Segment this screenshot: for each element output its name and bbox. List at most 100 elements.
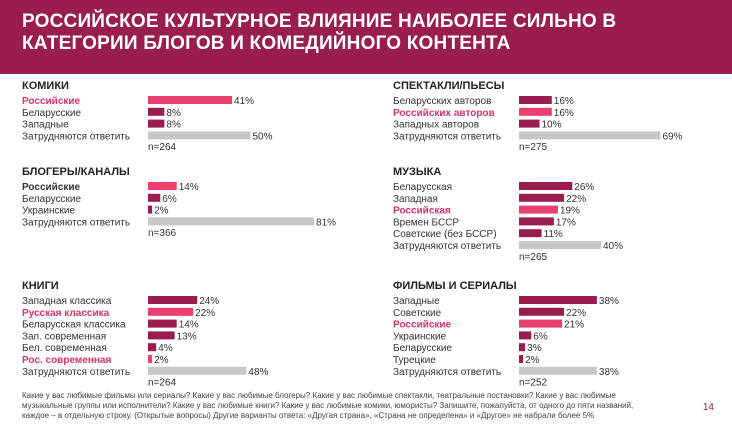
chart-panel-comedians: КОМИКИ Российские 41% Беларусские 8% Западные… bbox=[22, 80, 352, 200]
category-label: Западные bbox=[22, 120, 69, 131]
category-label: Времен БССР bbox=[393, 217, 459, 228]
value-label: 11% bbox=[544, 229, 563, 240]
category-label: Западная bbox=[393, 194, 438, 205]
value-label: 26% bbox=[574, 182, 594, 193]
bar bbox=[148, 355, 153, 363]
category-label: Затрудняются ответить bbox=[393, 131, 501, 142]
bar bbox=[519, 107, 552, 116]
category-label: Затрудняются ответить bbox=[22, 217, 130, 228]
value-label: 81% bbox=[316, 217, 336, 228]
category-label: Российских авторов bbox=[393, 108, 495, 119]
footnote: Какие у вас любимые фильмы или сериалы? … bbox=[22, 391, 634, 420]
bar bbox=[519, 229, 542, 238]
bar bbox=[148, 319, 177, 328]
sample-size-label: n=265 bbox=[519, 252, 548, 263]
panel-title: КОМИКИ bbox=[22, 80, 69, 92]
value-label: 2% bbox=[154, 206, 169, 217]
value-label: 19% bbox=[560, 206, 580, 217]
category-label: Зап. современная bbox=[22, 331, 106, 342]
chart-svg-plays: СПЕКТАКЛИ/ПЬЕСЫ Беларусских авторов 16% Рос… bbox=[393, 80, 683, 153]
chart-svg-books: КНИГИ Западная классика 24% Русская классик… bbox=[22, 280, 269, 389]
chart-panel-books: КНИГИ Западная классика 24% Русская классик… bbox=[22, 280, 352, 400]
category-label: Затрудняются ответить bbox=[393, 367, 501, 378]
value-label: 16% bbox=[554, 108, 574, 119]
panel-title: МУЗЫКА bbox=[393, 166, 441, 178]
bar bbox=[519, 131, 661, 140]
value-label: 16% bbox=[554, 96, 574, 107]
bar bbox=[148, 366, 247, 375]
chart-panel-bloggers: БЛОГЕРЫ/КАНАЛЫ Российские 14% Беларусские 6%… bbox=[22, 166, 352, 286]
panel-title: БЛОГЕРЫ/КАНАЛЫ bbox=[22, 166, 130, 178]
category-label: Затрудняются ответить bbox=[22, 131, 130, 142]
page-number: 14 bbox=[702, 402, 714, 413]
category-label: Советские bbox=[393, 308, 442, 319]
bar bbox=[148, 182, 177, 190]
category-label: Беларусских авторов bbox=[393, 96, 491, 107]
bar bbox=[519, 193, 565, 202]
header-banner: РОССИЙСКОЕ КУЛЬТУРНОЕ ВЛИЯНИЕ НАИБОЛЕЕ С… bbox=[0, 0, 732, 74]
category-label: Затрудняются ответить bbox=[393, 241, 501, 252]
bar bbox=[519, 217, 554, 226]
value-label: 69% bbox=[662, 131, 682, 142]
chart-panel-films: ФИЛЬМЫ И СЕРИАЛЫ Западные 38% Советские 22% Р… bbox=[393, 280, 723, 400]
bar bbox=[148, 205, 153, 214]
bar bbox=[519, 343, 526, 352]
category-label: Советские (без БССР) bbox=[393, 228, 497, 240]
value-label: 8% bbox=[166, 108, 181, 119]
chart-svg-music: МУЗЫКА Беларусская 26% Западная 22% Российска… bbox=[393, 166, 623, 263]
value-label: 22% bbox=[566, 308, 586, 319]
category-label: Беларусские bbox=[22, 194, 81, 205]
bar bbox=[148, 131, 251, 140]
value-label: 38% bbox=[599, 296, 619, 307]
value-label: 2% bbox=[154, 355, 169, 366]
sample-size-label: n=264 bbox=[148, 378, 177, 389]
category-label: Рос. современная bbox=[22, 355, 111, 366]
bar bbox=[519, 355, 524, 363]
value-label: 21% bbox=[564, 320, 584, 331]
value-label: 4% bbox=[158, 343, 173, 354]
panel-title: КНИГИ bbox=[22, 280, 59, 292]
bar bbox=[519, 182, 573, 190]
value-label: 3% bbox=[527, 343, 542, 354]
category-label: Западная классика bbox=[22, 296, 112, 307]
bar bbox=[148, 296, 198, 304]
value-label: 6% bbox=[162, 194, 177, 205]
category-label: Беларусские bbox=[393, 343, 452, 354]
bar bbox=[148, 119, 165, 128]
category-label: Беларусская bbox=[393, 182, 452, 193]
bar bbox=[148, 307, 194, 316]
bar bbox=[148, 96, 233, 104]
bar bbox=[519, 366, 597, 375]
chart-svg-films: ФИЛЬМЫ И СЕРИАЛЫ Западные 38% Советские 22% Р… bbox=[393, 280, 619, 389]
bar bbox=[519, 241, 601, 249]
category-label: Российские bbox=[22, 96, 81, 107]
value-label: 14% bbox=[179, 320, 199, 331]
chart-panel-music: МУЗЫКА Беларусская 26% Западная 22% Российска… bbox=[393, 166, 723, 286]
sample-size-label: n=275 bbox=[519, 142, 548, 153]
value-label: 8% bbox=[166, 120, 181, 131]
bar bbox=[519, 119, 540, 128]
category-label: Затрудняются ответить bbox=[22, 367, 130, 378]
value-label: 48% bbox=[248, 367, 268, 378]
value-label: 13% bbox=[177, 331, 197, 342]
value-label: 41% bbox=[234, 96, 254, 107]
category-label: Западные bbox=[393, 296, 440, 307]
panel-title: ФИЛЬМЫ И СЕРИАЛЫ bbox=[393, 280, 517, 292]
category-label: Российская bbox=[393, 206, 451, 217]
value-label: 10% bbox=[542, 120, 562, 131]
bar bbox=[519, 331, 532, 340]
value-label: 22% bbox=[566, 194, 586, 205]
chart-svg-bloggers: БЛОГЕРЫ/КАНАЛЫ Российские 14% Беларусские 6%… bbox=[22, 166, 336, 239]
sample-size-label: n=252 bbox=[519, 378, 548, 389]
category-label: Российские bbox=[22, 182, 81, 193]
value-label: 2% bbox=[525, 355, 540, 366]
sample-size-label: n=366 bbox=[148, 228, 177, 239]
value-label: 24% bbox=[199, 296, 219, 307]
category-label: Беларусская классика bbox=[22, 320, 126, 331]
value-label: 50% bbox=[253, 131, 273, 142]
value-label: 17% bbox=[556, 217, 576, 228]
value-label: 40% bbox=[603, 241, 623, 252]
value-label: 6% bbox=[533, 331, 548, 342]
category-label: Бел. современная bbox=[22, 343, 107, 354]
category-label: Беларусские bbox=[22, 108, 81, 119]
